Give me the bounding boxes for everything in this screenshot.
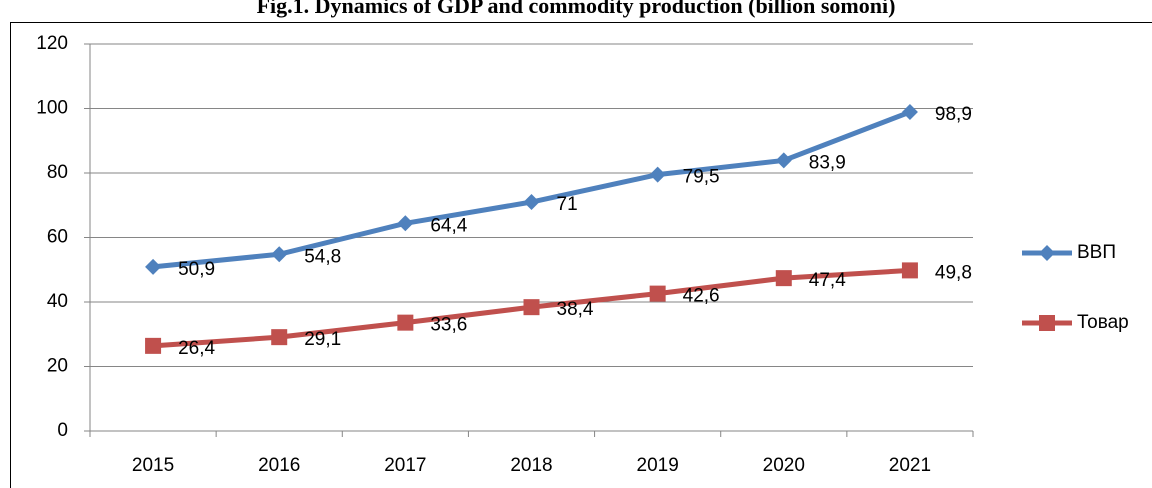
data-point — [523, 194, 540, 211]
data-label: 83,9 — [809, 152, 846, 173]
data-label: 98,9 — [935, 104, 972, 125]
y-tick-label: 0 — [57, 420, 68, 441]
legend-label: ВВП — [1077, 242, 1116, 263]
x-tick-label: 2017 — [384, 455, 426, 476]
data-point — [145, 337, 162, 354]
data-point — [775, 270, 792, 287]
data-point — [523, 299, 540, 316]
data-label: 42,6 — [683, 286, 720, 307]
legend-label: Товар — [1077, 312, 1129, 333]
data-label: 38,4 — [557, 299, 594, 320]
data-label: 54,8 — [304, 246, 341, 267]
x-tick-label: 2019 — [637, 455, 679, 476]
data-point — [397, 215, 414, 232]
legend-marker — [1039, 245, 1055, 261]
chart-border — [10, 22, 1152, 488]
data-label: 50,9 — [178, 259, 215, 280]
data-label: 47,4 — [809, 270, 846, 291]
data-point — [271, 246, 288, 263]
legend-marker — [1039, 315, 1055, 331]
data-point — [271, 329, 288, 346]
data-point — [649, 166, 666, 183]
data-label: 49,8 — [935, 262, 972, 283]
data-label: 71 — [557, 194, 578, 215]
y-tick-label: 80 — [47, 162, 68, 183]
data-point — [901, 262, 918, 279]
data-point — [145, 258, 162, 275]
y-tick-label: 100 — [36, 98, 68, 119]
data-label: 64,4 — [430, 215, 467, 236]
data-point — [901, 104, 918, 121]
x-tick-label: 2021 — [889, 455, 931, 476]
x-tick-label: 2015 — [132, 455, 174, 476]
data-point — [397, 314, 414, 331]
chart-title: Fig.1. Dynamics of GDP and commodity pro… — [257, 0, 896, 18]
x-tick-label: 2016 — [258, 455, 300, 476]
data-label: 29,1 — [304, 329, 341, 350]
y-tick-label: 120 — [36, 33, 68, 54]
x-tick-label: 2018 — [510, 455, 552, 476]
data-label: 26,4 — [178, 338, 215, 359]
data-point — [649, 285, 666, 302]
y-tick-label: 60 — [47, 227, 68, 248]
data-label: 79,5 — [683, 167, 720, 188]
y-tick-label: 20 — [47, 356, 68, 377]
data-point — [775, 152, 792, 169]
data-label: 33,6 — [430, 315, 467, 336]
x-tick-label: 2020 — [763, 455, 805, 476]
y-tick-label: 40 — [47, 291, 68, 312]
